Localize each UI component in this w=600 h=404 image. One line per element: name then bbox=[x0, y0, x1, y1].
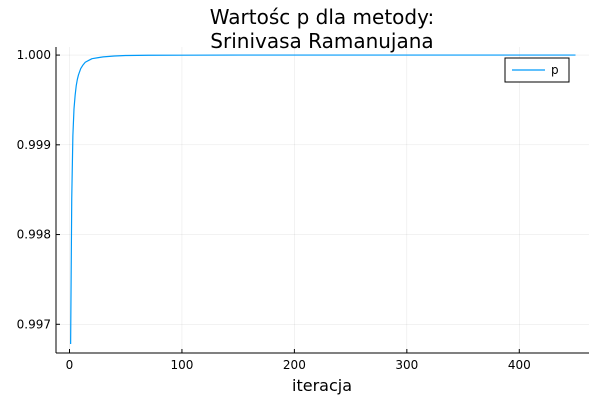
x-tick-label-0: 0 bbox=[66, 358, 74, 372]
legend-label-p: p bbox=[551, 63, 559, 77]
x-axis-label: iteracja bbox=[292, 376, 352, 395]
chart-title-line-2: Srinivasa Ramanujana bbox=[210, 29, 433, 53]
legend: p bbox=[504, 57, 570, 83]
x-tick-label-3: 300 bbox=[395, 358, 418, 372]
x-tick-label-1: 100 bbox=[170, 358, 193, 372]
series-line-p bbox=[70, 54, 576, 345]
chart-title-line-1: Wartośc p dla metody: bbox=[210, 5, 434, 29]
y-tick-label-3: 1.000 bbox=[17, 48, 51, 62]
axes bbox=[55, 47, 589, 354]
y-tick-label-2: 0.999 bbox=[17, 138, 51, 152]
series-lines bbox=[70, 54, 576, 345]
x-tick-label-2: 200 bbox=[283, 358, 306, 372]
y-tick-label-1: 0.998 bbox=[17, 228, 51, 242]
x-tick-label-4: 400 bbox=[508, 358, 531, 372]
tick-labels: 0 100 200 300 400 0.997 0.998 0.999 1.000 bbox=[17, 48, 531, 372]
y-tick-label-0: 0.997 bbox=[17, 317, 51, 331]
